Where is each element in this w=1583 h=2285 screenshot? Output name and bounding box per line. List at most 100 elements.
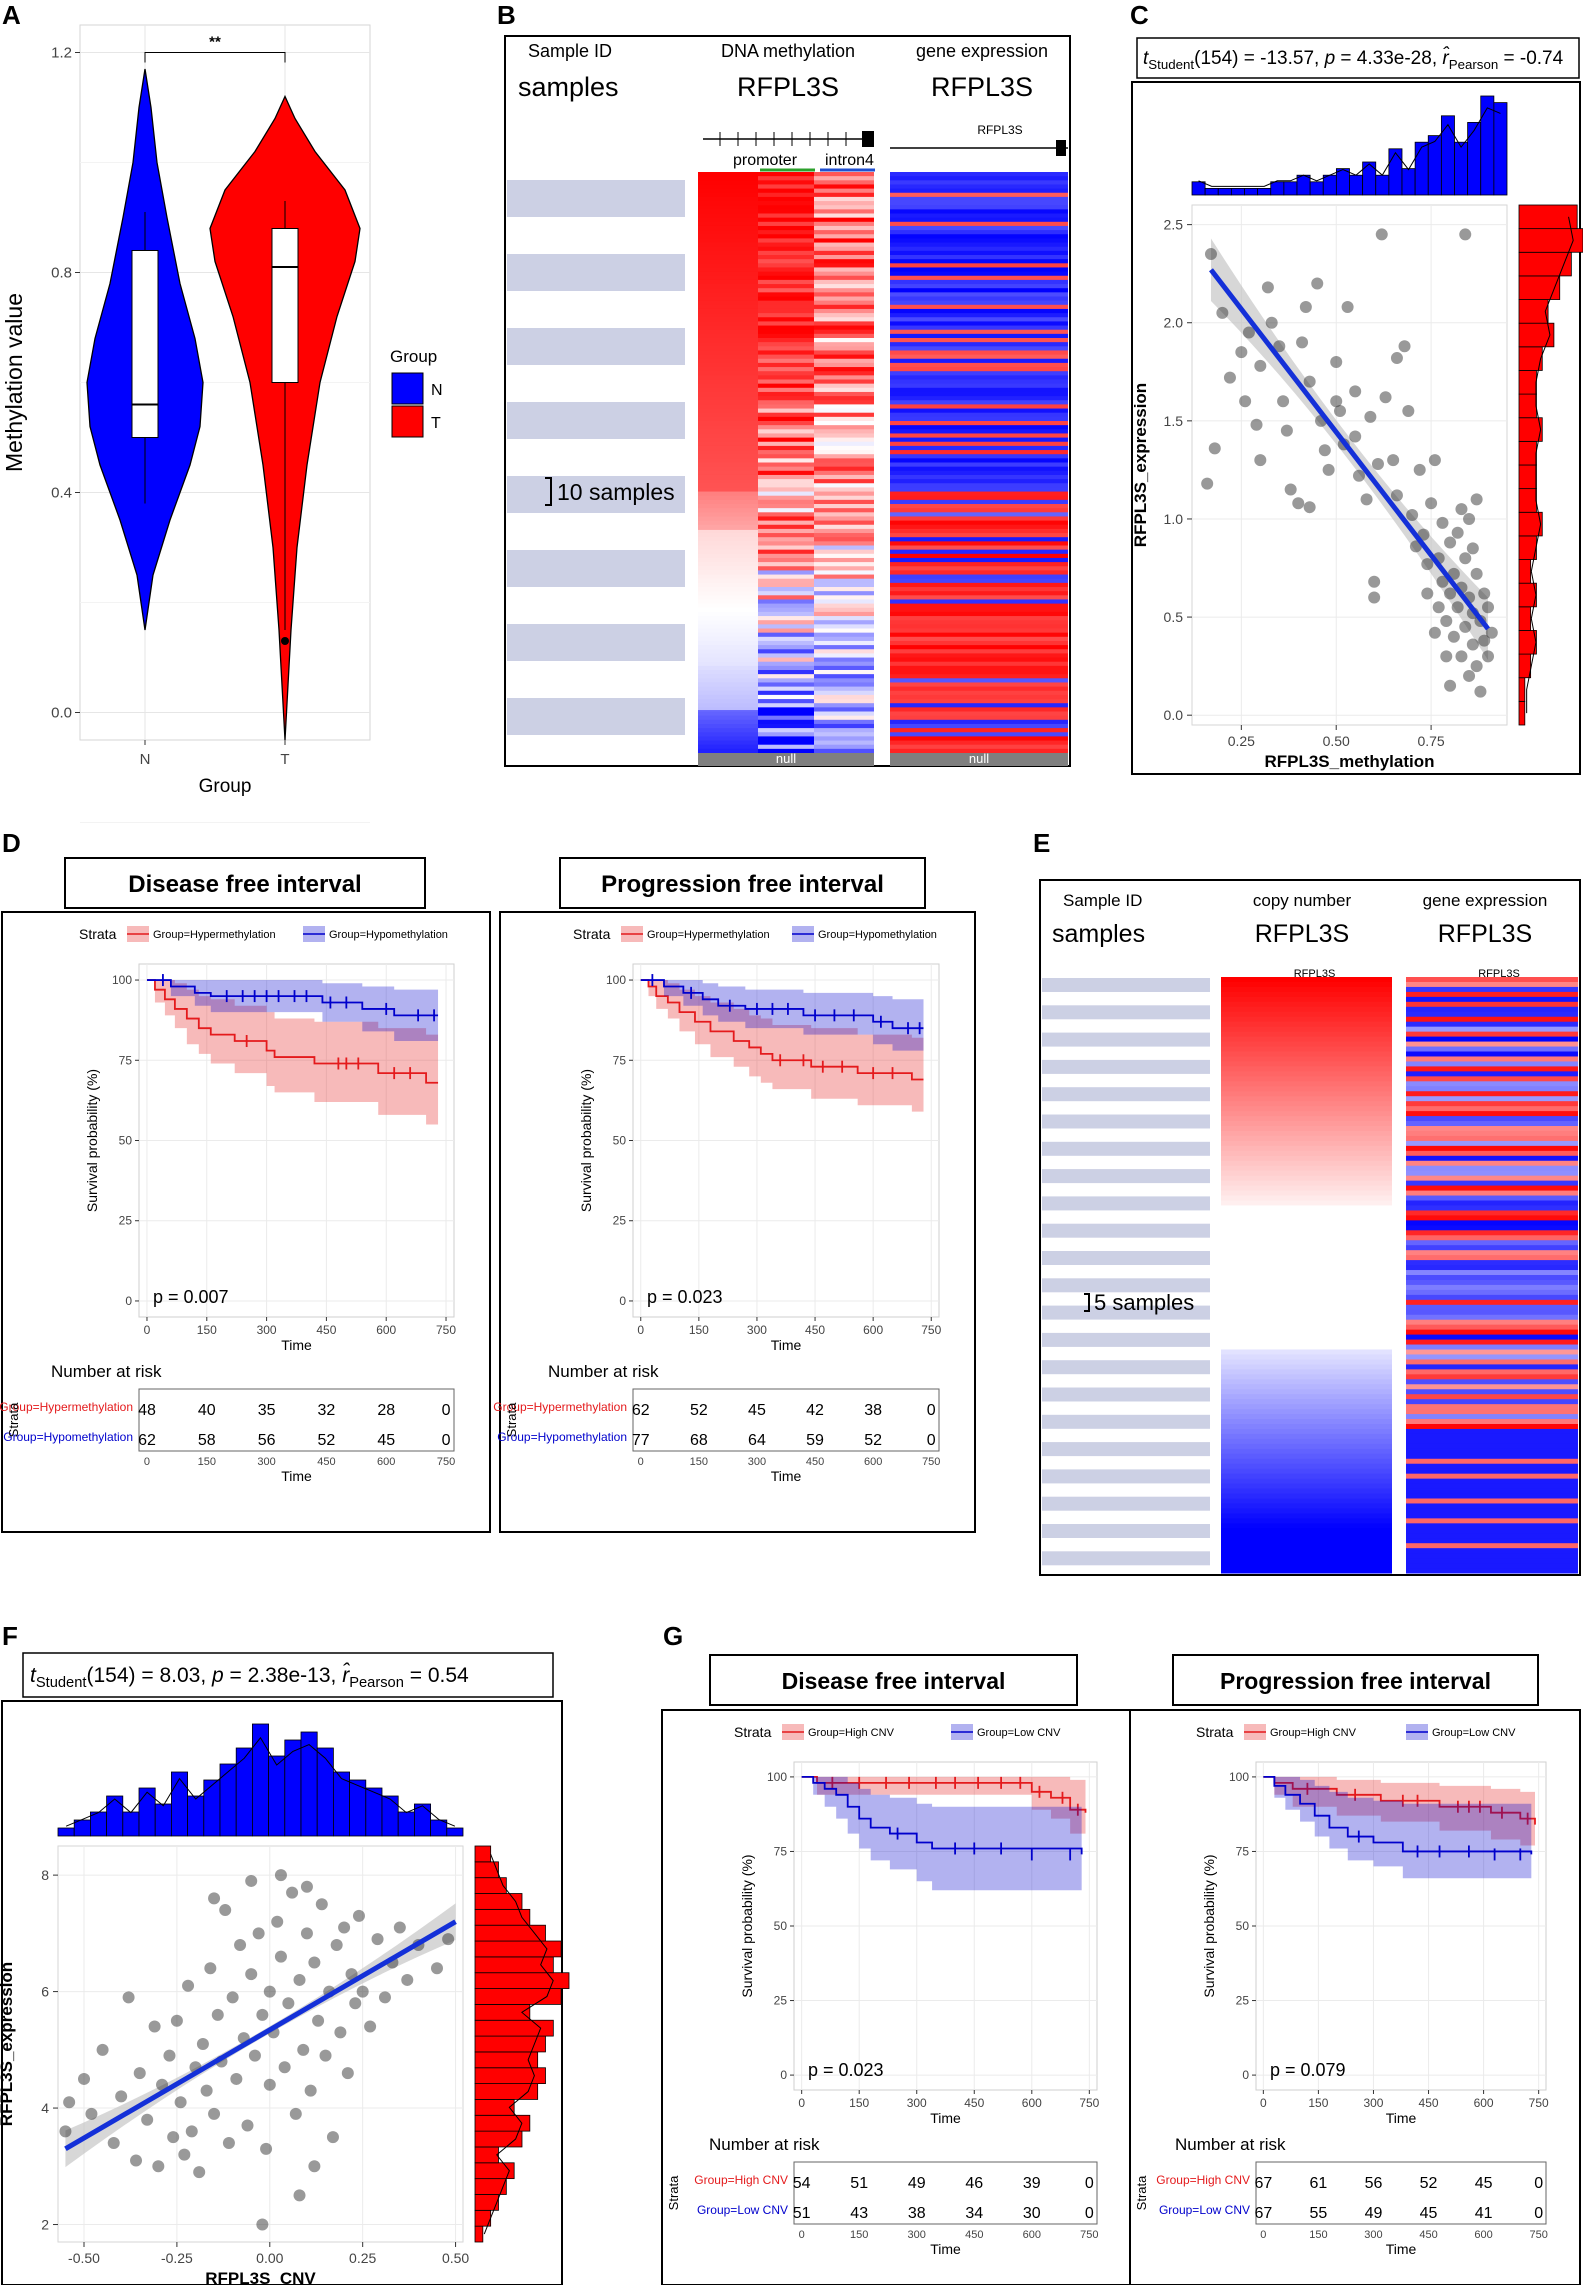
heat-cell-col3 bbox=[814, 267, 874, 273]
sample-stripe bbox=[1042, 1414, 1210, 1429]
data-point bbox=[1470, 493, 1483, 506]
heat-cell-col2 bbox=[758, 665, 814, 671]
risk-value: 62 bbox=[632, 1402, 650, 1419]
expr-cell bbox=[1406, 1359, 1578, 1365]
data-point bbox=[59, 2125, 72, 2138]
expr-cell bbox=[890, 682, 1068, 688]
top-histogram-bar bbox=[1335, 168, 1350, 196]
heat-cell-col3 bbox=[814, 404, 874, 410]
heat-cell-col2 bbox=[758, 470, 814, 476]
expr-cell bbox=[890, 694, 1068, 700]
heat-cell-col1 bbox=[698, 748, 758, 754]
data-point bbox=[1299, 301, 1312, 314]
heat-cell-col2 bbox=[758, 429, 814, 434]
data-point bbox=[182, 1979, 195, 1992]
heat-cell-col3 bbox=[814, 201, 874, 206]
legend-label: Group=Hypermethylation bbox=[153, 929, 276, 941]
risk-row-label: Group=Hypermethylation bbox=[0, 1400, 133, 1414]
heat-cell-col2 bbox=[758, 736, 814, 742]
cnv-cell bbox=[1221, 1091, 1392, 1097]
x-tick-label: 750 bbox=[436, 1323, 456, 1337]
heat-cell-col2 bbox=[758, 379, 814, 385]
expr-cell bbox=[890, 358, 1068, 364]
data-point bbox=[352, 1909, 365, 1922]
heat-cell-col1 bbox=[698, 516, 758, 522]
expr-cell bbox=[890, 636, 1068, 642]
expr-cell bbox=[1406, 1081, 1578, 1087]
risk-value: 55 bbox=[1310, 2205, 1328, 2222]
data-point bbox=[156, 2078, 169, 2091]
expr-cell bbox=[890, 188, 1068, 194]
heat-cell-col1 bbox=[698, 450, 758, 455]
heat-cell-col2 bbox=[758, 350, 814, 356]
heat-cell-col2 bbox=[758, 234, 814, 239]
x-tick-label: 450 bbox=[316, 1323, 336, 1337]
expr-cell bbox=[890, 553, 1068, 559]
heat-cell-col2 bbox=[758, 479, 814, 484]
expr-cell bbox=[1406, 1468, 1578, 1475]
risk-x-tick-label: 0 bbox=[144, 1456, 150, 1468]
heat-cell-col2 bbox=[758, 495, 814, 501]
data-point bbox=[1428, 626, 1441, 639]
expr-cell bbox=[890, 346, 1068, 351]
cnv-cell bbox=[1221, 1106, 1392, 1112]
cnv-cell bbox=[1221, 1026, 1392, 1033]
heat-cell-col3 bbox=[814, 338, 874, 343]
expr-cell bbox=[1406, 1339, 1578, 1346]
cnv-cell bbox=[1221, 1096, 1392, 1102]
heat-cell-col3 bbox=[814, 321, 874, 327]
heat-cell-col2 bbox=[758, 599, 814, 605]
data-point bbox=[96, 2043, 109, 2056]
expr-cell bbox=[890, 329, 1068, 335]
cnv-cell bbox=[1221, 1066, 1392, 1072]
heat-cell-col1 bbox=[698, 176, 758, 181]
y-tick-label: 0 bbox=[780, 2068, 787, 2082]
heat-cell-col3 bbox=[814, 645, 874, 650]
cnv-cell bbox=[1221, 1294, 1392, 1301]
y-tick-label: 1.2 bbox=[51, 45, 72, 62]
expr-cell bbox=[890, 582, 1068, 588]
heat-cell-col1 bbox=[698, 213, 758, 219]
heat-cell-col3 bbox=[814, 421, 874, 426]
heat-cell-col3 bbox=[814, 271, 874, 277]
expr-cell bbox=[890, 263, 1068, 268]
expr-cell bbox=[1406, 1349, 1578, 1355]
expr-cell bbox=[890, 707, 1068, 712]
risk-x-tick-label: 750 bbox=[437, 1456, 455, 1468]
data-point bbox=[293, 1973, 306, 1986]
expr-cell bbox=[890, 483, 1068, 488]
data-point bbox=[1242, 326, 1255, 339]
expr-cell bbox=[1406, 1031, 1578, 1038]
heat-cell-col2 bbox=[758, 678, 814, 683]
expr-cell bbox=[890, 491, 1068, 497]
y-axis-label: RFPL3S_expression bbox=[1131, 383, 1150, 547]
y-tick-label: 0 bbox=[125, 1294, 132, 1308]
risk-x-tick-label: 450 bbox=[806, 1456, 824, 1468]
heat-cell-col1 bbox=[698, 744, 758, 750]
expr-cell bbox=[890, 715, 1068, 721]
x-tick-label: 150 bbox=[689, 1323, 709, 1337]
right-histogram-bar bbox=[474, 1940, 562, 1958]
expr-cell bbox=[1406, 1304, 1578, 1311]
heat-cell-col2 bbox=[758, 342, 814, 347]
risk-table-frame bbox=[632, 1388, 940, 1452]
stat-part-r: r̂ bbox=[342, 1663, 350, 1687]
data-point bbox=[178, 2148, 191, 2161]
data-point bbox=[1239, 395, 1252, 408]
expr-cell bbox=[1406, 1195, 1578, 1201]
data-point bbox=[286, 1886, 299, 1899]
heat-cell-col3 bbox=[814, 578, 874, 584]
risk-value: 52 bbox=[690, 1402, 708, 1419]
heat-cell-col2 bbox=[758, 433, 814, 439]
heat-cell-col3 bbox=[814, 234, 874, 239]
expr-cell bbox=[890, 736, 1068, 742]
risk-strata-label: Strata bbox=[504, 1402, 519, 1437]
expr-cell bbox=[1406, 1076, 1578, 1082]
survival-ci-band bbox=[640, 980, 924, 1051]
right-density-curve bbox=[1526, 216, 1574, 714]
risk-value: 64 bbox=[748, 1432, 766, 1449]
risk-value: 48 bbox=[138, 1402, 156, 1419]
data-point bbox=[141, 2113, 154, 2126]
cnv-cell bbox=[1221, 1250, 1392, 1256]
heat-cell-col1 bbox=[698, 400, 758, 405]
